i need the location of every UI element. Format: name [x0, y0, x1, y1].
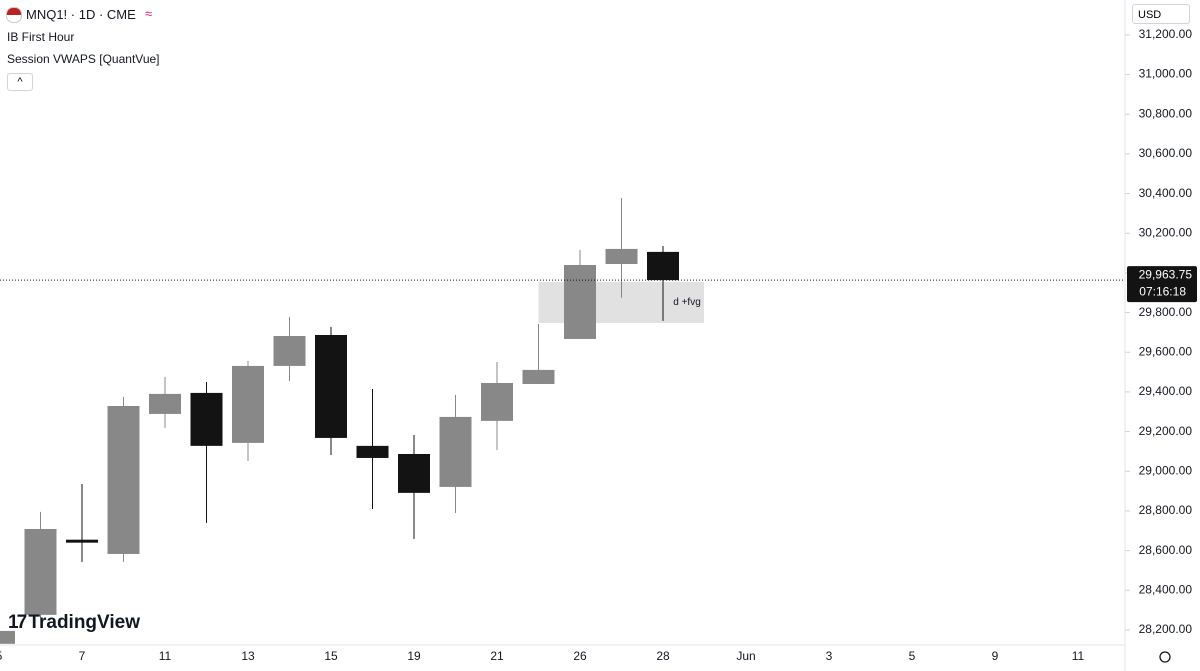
y-tick-label: 28,400.00	[1139, 582, 1193, 596]
y-tick-label: 30,800.00	[1139, 106, 1193, 120]
candle-body	[398, 453, 430, 493]
x-tick-label: 9	[992, 649, 999, 663]
y-tick-label: 28,600.00	[1139, 543, 1193, 557]
candle-body	[647, 251, 679, 281]
x-tick-label: 7	[79, 649, 86, 663]
candle-body	[315, 334, 347, 438]
y-tick-label: 29,200.00	[1139, 424, 1193, 438]
x-tick-label: 11	[1072, 649, 1085, 663]
y-tick-label: 30,400.00	[1139, 186, 1193, 200]
x-tick-label: 5	[0, 649, 3, 663]
fvg-label: d +fvg	[673, 297, 701, 308]
x-tick-label: 11	[159, 649, 172, 663]
y-tick-label: 31,200.00	[1139, 27, 1193, 41]
collapse-button[interactable]: ^	[7, 73, 33, 91]
indicator-label[interactable]: IB First Hour	[7, 30, 75, 44]
settings-icon[interactable]	[1159, 651, 1171, 663]
logo: 17 TradingView	[8, 612, 140, 634]
x-tick-label: 28	[656, 649, 670, 663]
candle-body	[232, 365, 264, 443]
last-price-tag	[1127, 266, 1197, 303]
y-tick-label: 29,400.00	[1139, 384, 1193, 398]
x-tick-label: Jun	[736, 649, 755, 663]
indicator-label[interactable]: Session VWAPS [QuantVue]	[7, 52, 160, 66]
candle-body	[0, 630, 15, 644]
last-price-label: 29,963.75	[1139, 267, 1193, 281]
currency-button[interactable]: USD	[1132, 4, 1190, 24]
axes: 28,200.00 28,400.00 28,600.00 28,800.00 29,0…	[0, 27, 1197, 663]
candle-body	[149, 393, 181, 414]
candle-body	[66, 539, 98, 543]
y-tick-label: 29,000.00	[1139, 463, 1193, 477]
candle-body	[481, 382, 513, 421]
x-tick-label: 13	[241, 649, 255, 663]
y-tick-label: 30,600.00	[1139, 146, 1193, 160]
candle-body	[564, 264, 596, 339]
y-tick-label: 31,000.00	[1139, 67, 1193, 81]
logo-mark: 17	[8, 612, 29, 633]
y-tick-label: 30,200.00	[1139, 225, 1193, 239]
candle-body	[107, 406, 140, 554]
status-icon: ≈	[145, 6, 153, 21]
candle-body	[356, 445, 389, 458]
candle-body	[190, 392, 223, 446]
x-tick-label: 21	[490, 649, 504, 663]
candle-body	[273, 335, 306, 366]
y-tick-label: 29,800.00	[1139, 305, 1193, 319]
logo-text: TradingView	[28, 612, 140, 633]
countdown-label: 07:16:18	[1139, 284, 1186, 298]
x-tick-label: 19	[407, 649, 421, 663]
candle-body	[605, 248, 638, 264]
x-tick-label: 3	[826, 649, 833, 663]
candle-body	[24, 528, 57, 615]
x-tick-label: 5	[909, 649, 916, 663]
x-tick-label: 15	[324, 649, 338, 663]
candle-body	[439, 416, 472, 487]
symbol-title[interactable]: MNQ1! · 1D · CME	[26, 7, 136, 22]
x-tick-label: 26	[573, 649, 587, 663]
flag-icon	[6, 7, 22, 23]
y-tick-label: 28,200.00	[1139, 622, 1193, 636]
y-tick-label: 28,800.00	[1139, 503, 1193, 517]
plot-area: d +fvg	[0, 197, 1125, 644]
y-tick-label: 29,600.00	[1139, 344, 1193, 358]
candle-body	[522, 369, 555, 384]
